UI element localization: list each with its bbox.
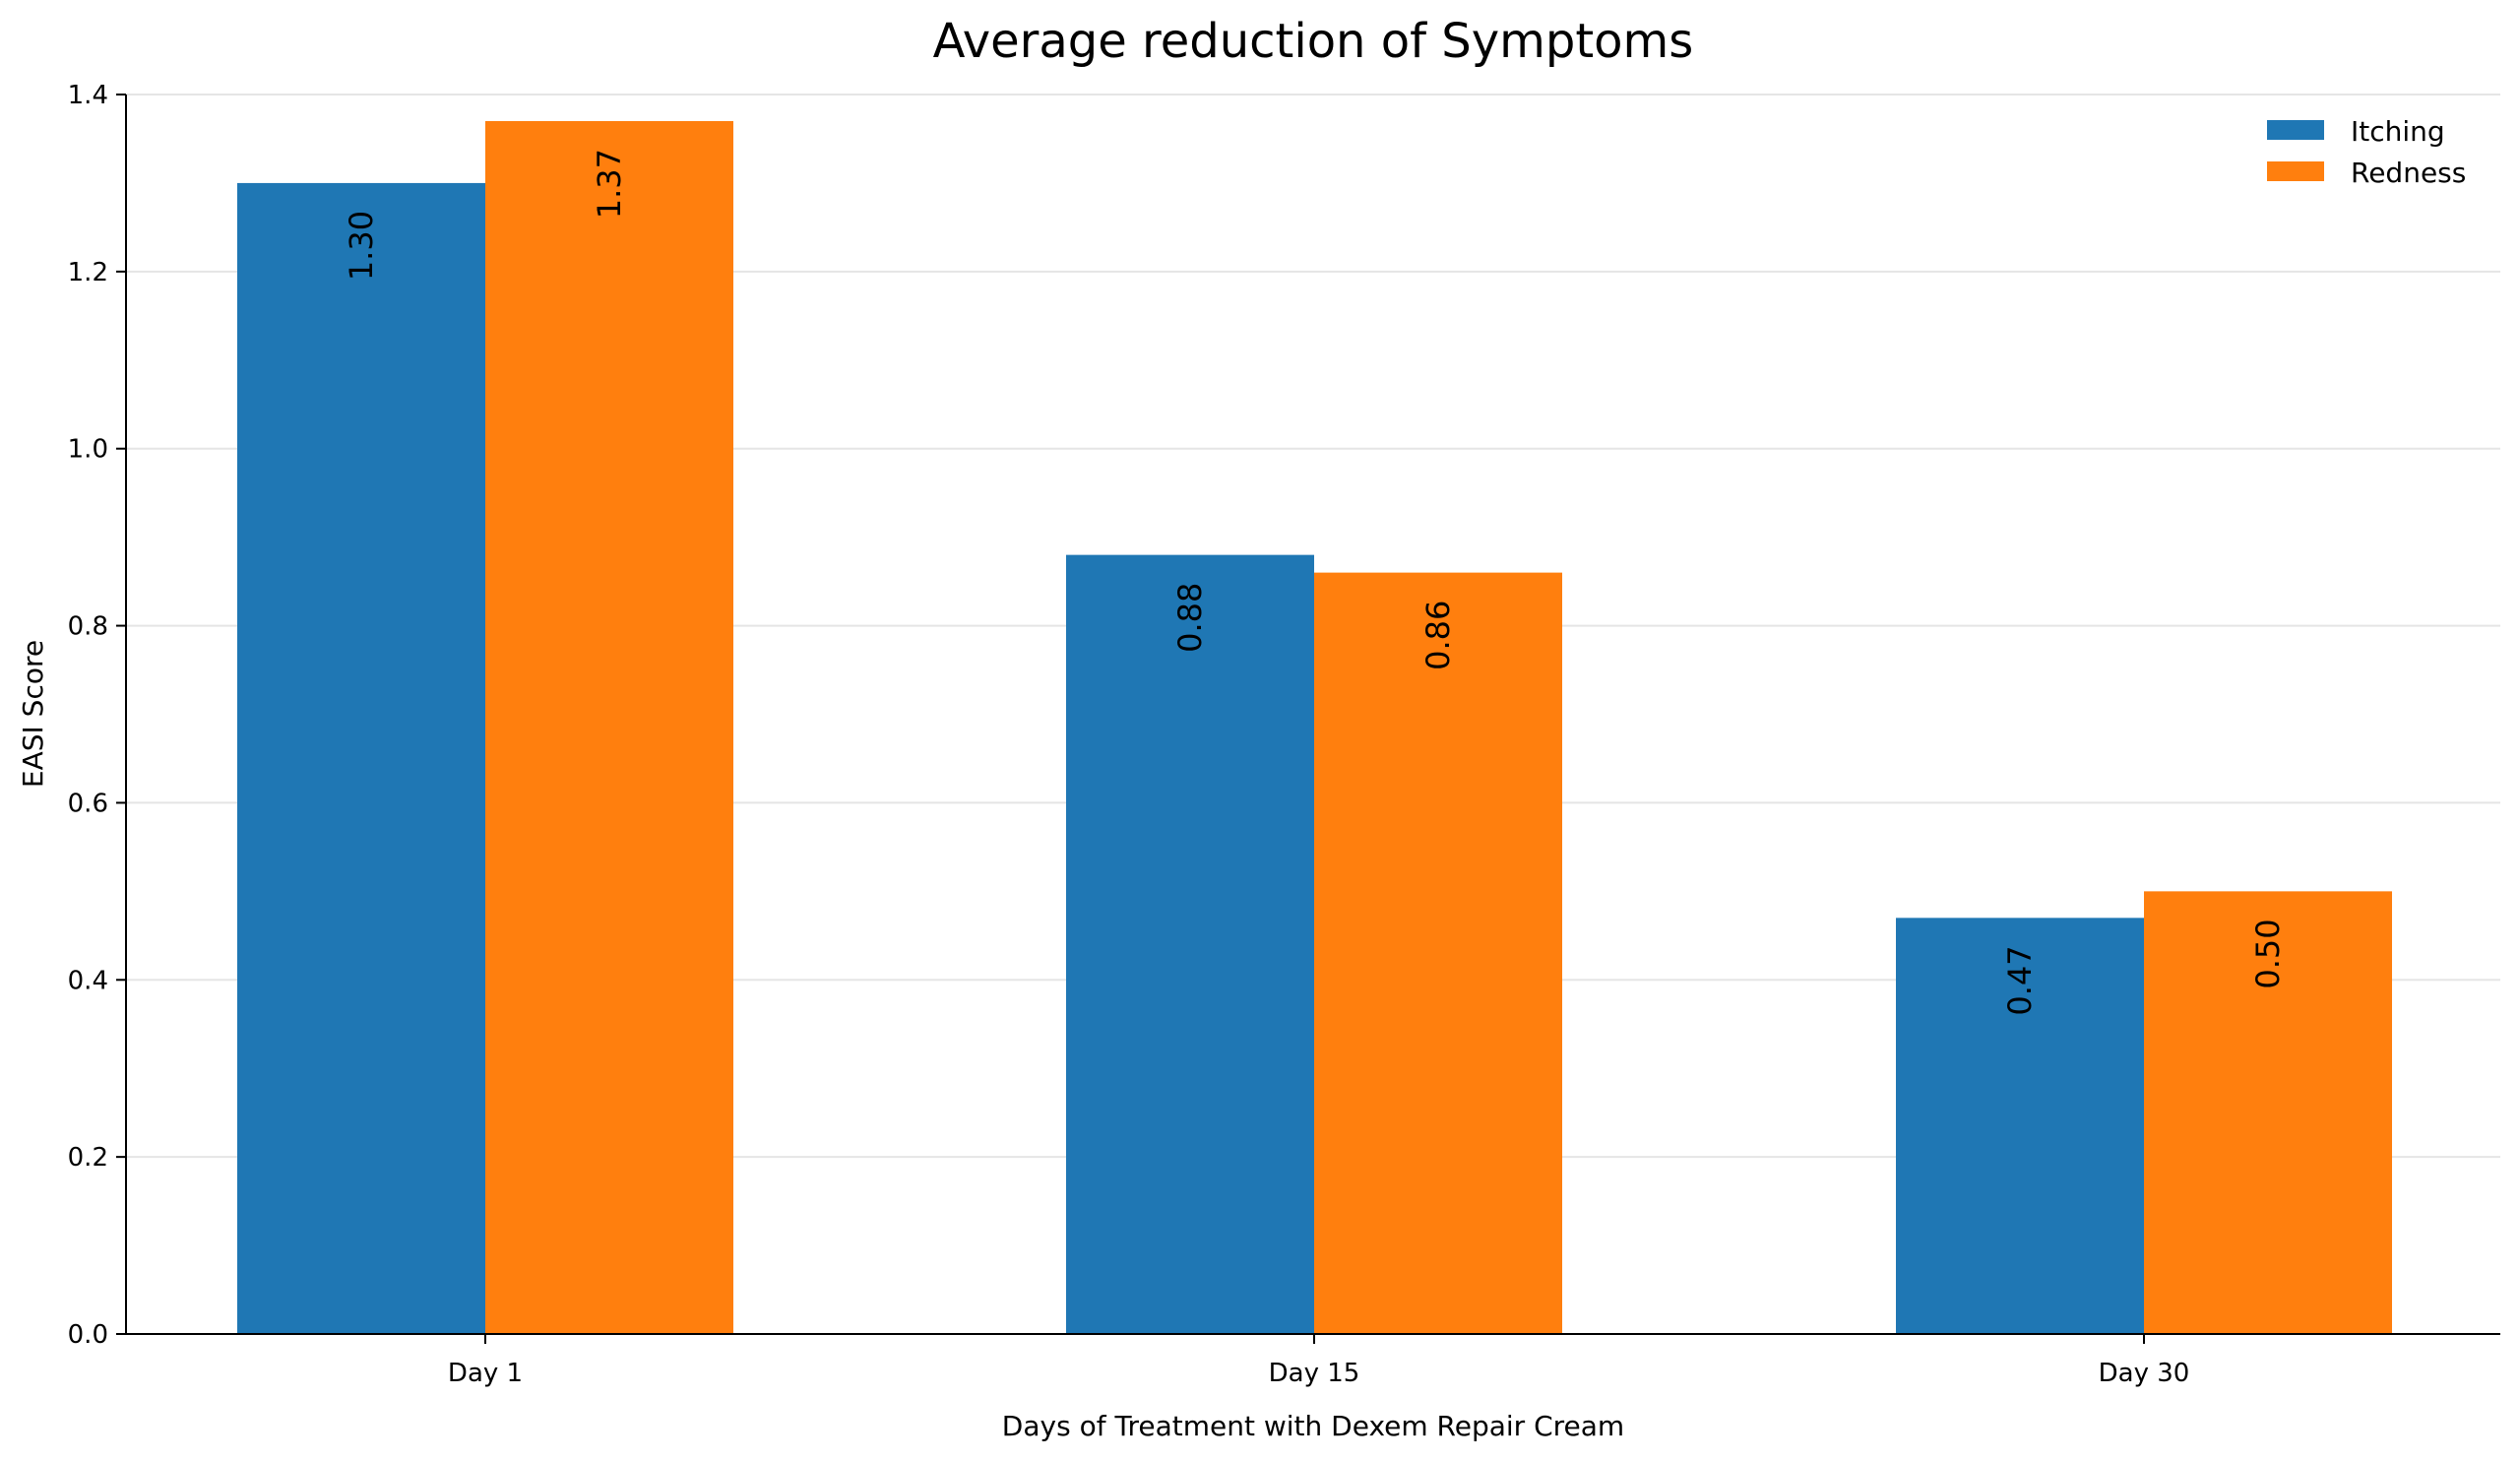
bar-redness-day-1 bbox=[485, 120, 733, 1335]
legend: Itching Redness bbox=[2267, 115, 2466, 189]
y-tick-label: 0.4 bbox=[68, 966, 108, 995]
legend-label-redness: Redness bbox=[2351, 157, 2466, 189]
data-label-redness-day-1: 1.37 bbox=[591, 149, 628, 219]
y-axis-label: EASI Score bbox=[17, 640, 49, 788]
x-tick-label: Day 30 bbox=[2099, 1359, 2190, 1388]
legend-label-itching: Itching bbox=[2351, 115, 2445, 148]
bar-itching-day-30 bbox=[1896, 918, 2144, 1334]
bar-itching-day-15 bbox=[1066, 554, 1314, 1334]
y-tick-label: 1.0 bbox=[68, 435, 108, 465]
data-label-itching-day-15: 0.88 bbox=[1171, 583, 1209, 653]
y-tick-label: 0.2 bbox=[68, 1143, 108, 1173]
tick-labels: 0.0 0.2 0.4 0.6 0.8 1.0 1.2 1.4 Day 1 Day 15 Day 3… bbox=[68, 81, 2190, 1388]
chart-title: Average reduction of Symptoms bbox=[933, 14, 1694, 69]
data-label-redness-day-30: 0.50 bbox=[2249, 919, 2287, 988]
data-labels: 1.30 0.88 0.47 1.37 0.86 0.50 bbox=[343, 149, 2287, 1016]
data-label-itching-day-30: 0.47 bbox=[2001, 945, 2039, 1015]
bars bbox=[237, 120, 2392, 1335]
y-tick-label: 0.6 bbox=[68, 789, 108, 818]
y-tick-label: 1.2 bbox=[68, 258, 108, 287]
legend-swatch-redness bbox=[2267, 161, 2324, 181]
legend-swatch-itching bbox=[2267, 120, 2324, 140]
y-tick-label: 0.0 bbox=[68, 1320, 108, 1350]
bar-itching-day-1 bbox=[237, 182, 485, 1334]
bar-redness-day-15 bbox=[1314, 572, 1562, 1334]
x-tick-label: Day 1 bbox=[448, 1359, 523, 1388]
bar-redness-day-30 bbox=[2144, 891, 2392, 1334]
x-tick-label: Day 15 bbox=[1269, 1359, 1360, 1388]
y-tick-label: 1.4 bbox=[68, 81, 108, 110]
data-label-itching-day-1: 1.30 bbox=[343, 211, 380, 281]
x-axis-label: Days of Treatment with Dexem Repair Crea… bbox=[1002, 1410, 1624, 1442]
data-label-redness-day-15: 0.86 bbox=[1419, 601, 1457, 670]
y-tick-label: 0.8 bbox=[68, 612, 108, 642]
